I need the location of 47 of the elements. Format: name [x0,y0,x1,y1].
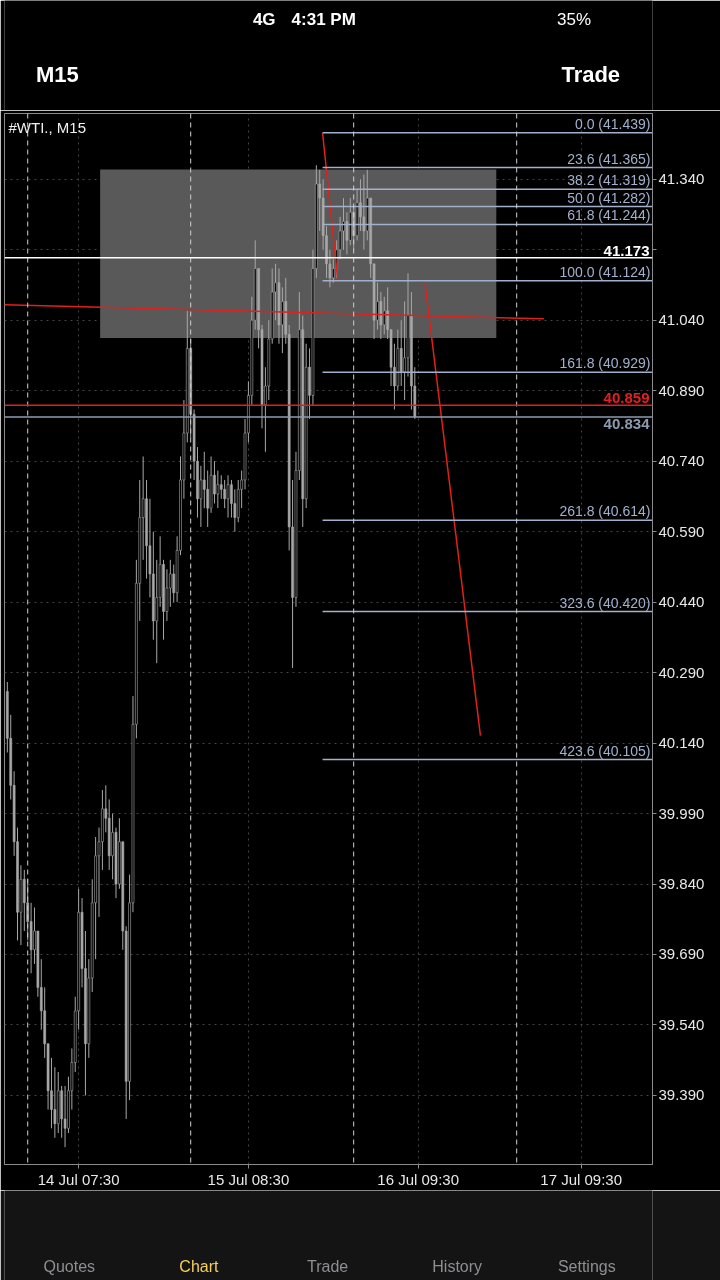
text: Trade [561,62,621,87]
y-tick-label: 41.040 [658,311,705,329]
candlestick [362,174,366,251]
y-tick-label: 39.840 [658,875,705,893]
y-tick-label: 39.690 [658,945,705,963]
y-tick-label: 39.390 [658,1086,705,1104]
y-tick-label: 40.890 [658,381,705,399]
x-tick-label: 16 Jul 09:30 [377,1170,460,1188]
text: M15 [36,62,79,87]
text: 35% [557,10,592,29]
candlestick [223,479,226,509]
x-tick-label: 17 Jul 09:30 [540,1170,623,1188]
y-tick-label: 39.540 [658,1015,705,1033]
text: Quotes [43,1258,96,1275]
text: Settings [557,1258,616,1275]
y-tick-label: 40.290 [658,663,705,681]
ref-line-label: 40.859 [603,389,650,407]
x-tick-label: 15 Jul 08:30 [207,1170,290,1188]
series-label: 323.6 (40.420) [559,594,651,611]
text: Chart [179,1258,220,1275]
y-tick-label: 40.740 [658,452,705,470]
x-tick-label: 14 Jul 07:30 [37,1170,120,1188]
y-tick-label: 39.990 [658,804,705,822]
series-label: 61.8 (41.244) [567,207,651,224]
y-tick-label: 40.140 [658,734,705,752]
candlestick [226,474,230,519]
y-tick-label: 40.440 [658,593,705,611]
y-tick-label: 41.340 [658,170,705,188]
candlestick [216,470,220,509]
candlestick [281,286,284,354]
chart-title: #WTI., M15 [8,118,87,136]
series-label: 261.8 (40.614) [559,503,651,520]
candlestick [382,296,386,335]
ref-line-label: 41.173 [603,241,650,259]
series-label: 38.2 (41.319) [567,172,651,189]
text: Trade [307,1258,349,1275]
ref-line-label: 40.834 [603,415,651,433]
series-label: 50.0 (41.282) [567,189,651,206]
text: History [432,1258,483,1275]
series-label: 161.8 (40.929) [559,355,651,372]
series-label: 23.6 (41.365) [567,150,651,167]
text: 4G [252,10,276,29]
series-label: 100.0 (41.124) [559,263,651,280]
y-tick-label: 40.590 [658,522,705,540]
series-label: 0.0 (41.439) [575,115,651,132]
text: 4:31 PM [291,10,356,29]
series-label: 423.6 (40.105) [559,742,651,759]
